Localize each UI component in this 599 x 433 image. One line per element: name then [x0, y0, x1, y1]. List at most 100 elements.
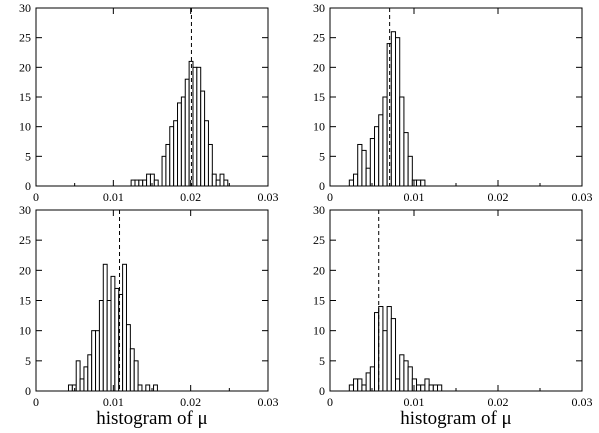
histogram-bar — [432, 384, 439, 392]
histogram-bar — [134, 179, 140, 187]
histogram-bar — [365, 372, 371, 392]
histogram-bar — [416, 384, 422, 392]
histogram-bar — [91, 330, 97, 392]
histogram-bar — [390, 31, 397, 187]
y-tick-label: 15 — [313, 90, 325, 104]
histogram-bar — [153, 384, 158, 392]
y-tick-label: 25 — [19, 233, 31, 247]
x-tick-label: 0.03 — [258, 190, 279, 204]
x-tick-label: 0.02 — [488, 395, 509, 409]
y-tick-label: 20 — [313, 60, 325, 74]
histogram-bar — [165, 143, 171, 187]
histogram-bar — [169, 126, 175, 187]
x-tick-label: 0.02 — [180, 395, 201, 409]
histogram-bar — [369, 366, 376, 392]
plot-frame — [35, 7, 269, 187]
x-tick-label: 0.01 — [404, 395, 425, 409]
histogram-bar — [361, 384, 367, 392]
histogram-bar — [184, 78, 190, 187]
x-tick-label: 0.02 — [488, 190, 509, 204]
histogram-bar — [399, 96, 405, 187]
histogram-bar — [348, 179, 355, 187]
plot-frame — [329, 7, 583, 187]
histogram-bar — [407, 155, 413, 187]
histogram-bar — [173, 120, 179, 187]
y-tick-label: 30 — [19, 1, 31, 15]
histogram-bar — [437, 384, 443, 392]
plot-frame — [329, 209, 583, 392]
histogram-bar — [142, 179, 148, 187]
histogram-bar — [161, 155, 167, 187]
histogram-bar — [395, 378, 401, 392]
histogram-bar — [348, 384, 355, 392]
y-tick-label: 30 — [313, 203, 325, 217]
y-tick-label: 5 — [25, 354, 31, 368]
histogram-bar — [110, 275, 116, 392]
histogram-bar — [129, 348, 135, 392]
panel-top-right: 0 0.01 0.02 0.03 0 5 10 15 20 25 30 — [313, 1, 593, 204]
histogram-bar — [219, 173, 225, 187]
y-tick-label: 25 — [19, 31, 31, 45]
histogram-bar — [196, 66, 202, 187]
histogram-bar — [102, 263, 108, 392]
histogram-bar — [138, 179, 144, 187]
histogram-bar — [106, 300, 112, 392]
x-tick-label: 0.01 — [103, 190, 124, 204]
x-axis-label: histogram of μ — [96, 408, 208, 429]
histogram-bar — [357, 378, 363, 392]
histogram-bar — [382, 330, 388, 392]
y-tick-label: 5 — [25, 149, 31, 163]
histogram-bar — [378, 306, 384, 392]
histogram-bar — [177, 102, 182, 187]
histogram-bar — [137, 384, 143, 392]
histogram-bar — [395, 37, 401, 187]
y-tick-label: 15 — [19, 294, 31, 308]
y-tick-label: 10 — [19, 324, 31, 338]
histogram-bar — [374, 312, 380, 392]
x-tick-label: 0.01 — [404, 190, 425, 204]
histogram-bar — [211, 173, 217, 187]
histogram-bar — [378, 114, 384, 187]
histogram-bar — [122, 263, 127, 392]
x-tick-label: 0.02 — [180, 190, 201, 204]
histogram-bar — [428, 384, 434, 392]
histogram-bar — [67, 384, 73, 392]
y-tick-label: 0 — [25, 384, 31, 398]
histogram-bar — [207, 143, 213, 187]
histogram-bar — [133, 360, 139, 392]
y-tick-label: 0 — [319, 384, 325, 398]
y-tick-label: 20 — [19, 60, 31, 74]
y-tick-label: 20 — [19, 263, 31, 277]
x-tick-label: 0 — [327, 395, 333, 409]
y-tick-label: 5 — [319, 354, 325, 368]
x-tick-label: 0.03 — [258, 395, 279, 409]
histogram-bar — [416, 179, 422, 187]
histogram-bar — [204, 120, 209, 187]
x-tick-label: 0 — [33, 190, 39, 204]
histogram-bar — [357, 143, 363, 187]
y-tick-label: 20 — [313, 263, 325, 277]
histogram-bar — [95, 330, 100, 392]
y-tick-label: 30 — [313, 1, 325, 15]
histogram-bar — [353, 378, 359, 392]
histogram-bar — [365, 167, 371, 187]
histogram-bar — [407, 366, 413, 392]
y-tick-label: 0 — [319, 179, 325, 193]
histogram-bar — [200, 90, 206, 187]
panel-bottom-left: 0 0.01 0.02 0.03 0 5 10 15 20 25 30 histogram of μ — [19, 203, 279, 429]
histogram-bar — [215, 179, 221, 187]
histogram-bar — [83, 366, 89, 392]
histogram-bar — [75, 360, 81, 392]
histogram-bar — [420, 179, 426, 187]
y-tick-label: 15 — [19, 90, 31, 104]
histogram-bar — [399, 354, 405, 392]
y-tick-label: 10 — [313, 324, 325, 338]
histogram-bar — [374, 126, 380, 187]
x-axis-label: histogram of μ — [400, 408, 512, 429]
histogram-bar — [130, 179, 136, 187]
plot-frame — [35, 209, 269, 392]
y-tick-label: 25 — [313, 233, 325, 247]
x-tick-label: 0.03 — [572, 190, 593, 204]
histogram-bar — [223, 179, 229, 187]
histogram-bar — [403, 360, 409, 392]
